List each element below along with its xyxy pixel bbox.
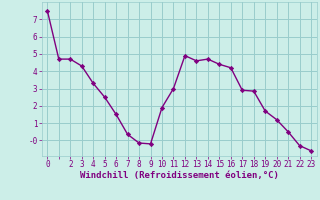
X-axis label: Windchill (Refroidissement éolien,°C): Windchill (Refroidissement éolien,°C) [80,171,279,180]
